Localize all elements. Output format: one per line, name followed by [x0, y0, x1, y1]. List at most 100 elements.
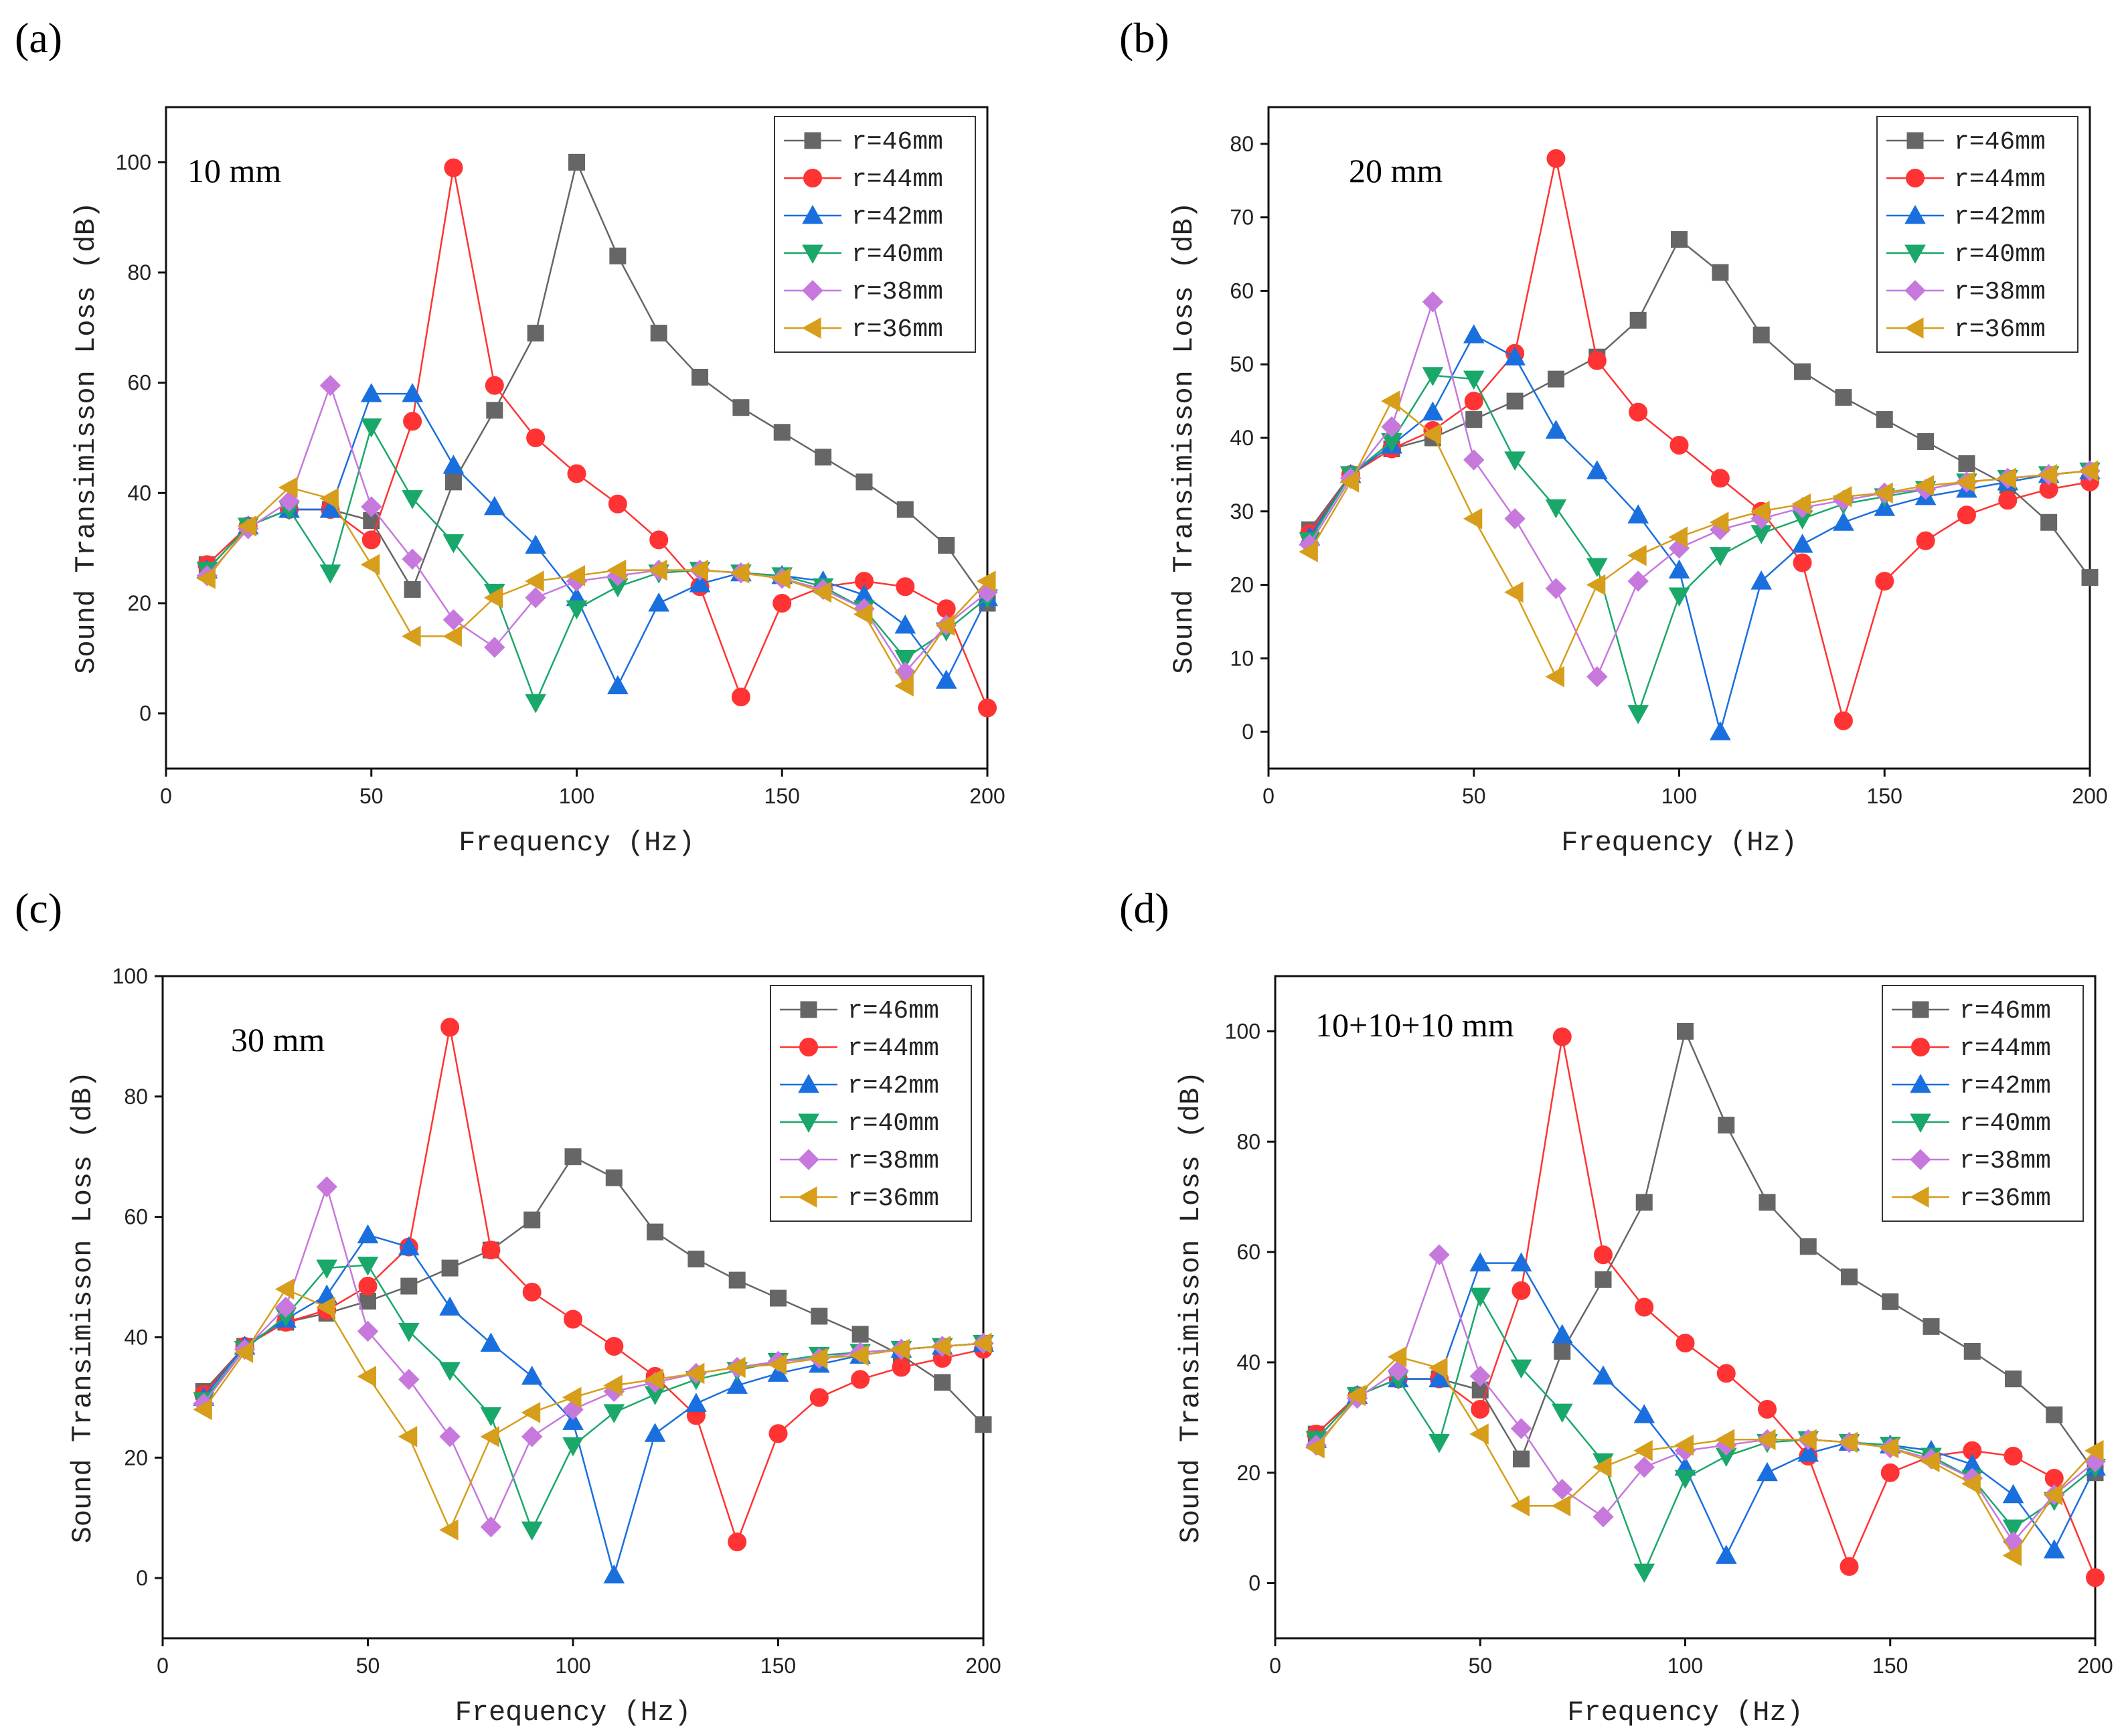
- legend-marker: [1909, 1186, 1929, 1208]
- legend-marker: [799, 1038, 818, 1056]
- legend-marker: [1904, 317, 1924, 339]
- data-point: [568, 153, 585, 171]
- data-point: [525, 587, 546, 609]
- panel-label: (c): [15, 884, 62, 932]
- data-point: [1586, 666, 1608, 688]
- data-point: [1627, 570, 1649, 592]
- data-point: [1633, 1456, 1655, 1478]
- data-point: [567, 464, 586, 483]
- data-point: [2043, 1484, 2063, 1506]
- data-point: [934, 1374, 951, 1391]
- data-point: [1914, 475, 1935, 497]
- legend-label: r=42mm: [1959, 1072, 2051, 1101]
- series-r=38mm: [193, 1176, 994, 1538]
- data-point: [1586, 460, 1608, 479]
- data-point: [1552, 1478, 1573, 1500]
- data-point: [521, 1401, 541, 1423]
- y-tick-label: 100: [116, 150, 151, 174]
- series-line: [1309, 333, 2091, 736]
- data-point: [319, 487, 339, 509]
- data-point: [521, 1521, 543, 1541]
- data-point: [486, 402, 503, 419]
- data-point: [1955, 471, 1975, 493]
- data-point: [316, 1176, 337, 1198]
- data-point: [691, 368, 709, 386]
- data-point: [1545, 578, 1567, 599]
- data-point: [2040, 514, 2058, 531]
- data-point: [1759, 1194, 1776, 1211]
- data-point: [1551, 1403, 1573, 1423]
- data-point: [1463, 449, 1485, 471]
- legend-label: r=46mm: [1959, 997, 2051, 1026]
- data-point: [894, 614, 916, 634]
- data-point: [606, 559, 627, 581]
- data-point: [1709, 511, 1729, 534]
- data-point: [1554, 1342, 1571, 1360]
- legend-label: r=36mm: [1954, 315, 2046, 344]
- data-point: [1627, 504, 1649, 524]
- data-point: [444, 158, 463, 177]
- data-point: [1586, 558, 1608, 578]
- data-point: [562, 1437, 584, 1457]
- x-tick-label: 150: [760, 1654, 796, 1678]
- data-point: [319, 564, 341, 584]
- data-point: [1998, 491, 2018, 510]
- legend-marker: [1911, 1038, 1930, 1056]
- data-point: [2043, 1539, 2065, 1559]
- y-tick-label: 40: [127, 481, 151, 505]
- data-point: [1629, 402, 1648, 422]
- legend-marker: [801, 317, 821, 339]
- data-point: [689, 559, 709, 581]
- series-line: [203, 1234, 984, 1579]
- data-point: [603, 1564, 625, 1584]
- data-point: [1676, 1334, 1695, 1353]
- data-point: [1880, 1463, 1900, 1482]
- data-point: [773, 424, 791, 441]
- y-tick-label: 50: [1230, 352, 1254, 376]
- data-point: [1551, 1324, 1573, 1344]
- data-point: [1958, 455, 1975, 472]
- data-point: [522, 1283, 542, 1302]
- data-point: [1552, 1027, 1572, 1046]
- data-point: [603, 1374, 623, 1397]
- chart-panel-d: (d) 0 50 100 150 200 0 20 40 60 80 100 Frequency (Hz…: [1119, 884, 2113, 1729]
- data-point: [1668, 587, 1690, 607]
- data-point: [1504, 581, 1524, 603]
- data-point: [1841, 1268, 1858, 1285]
- series-line: [1315, 1252, 2096, 1543]
- legend-marker: [1906, 169, 1925, 187]
- data-point: [1545, 419, 1567, 439]
- data-point: [234, 1342, 254, 1363]
- data-point: [1339, 471, 1360, 493]
- data-point: [562, 1387, 582, 1409]
- y-axis-title: Sound Transimisson Loss (dB): [70, 202, 102, 674]
- data-point: [1997, 467, 2016, 489]
- data-point: [527, 325, 544, 342]
- data-point: [1469, 1252, 1491, 1272]
- data-point: [647, 1223, 664, 1241]
- data-point: [525, 694, 546, 714]
- data-point: [521, 1426, 543, 1447]
- data-point: [1957, 505, 1976, 525]
- data-point: [237, 515, 257, 537]
- panel-label: (d): [1119, 884, 1169, 932]
- legend-label: r=40mm: [1954, 240, 2046, 269]
- data-point: [648, 559, 667, 581]
- legend-box: [1882, 985, 2084, 1222]
- legend-marker: [1904, 244, 1926, 264]
- panel-annotation: 20 mm: [1349, 152, 1443, 189]
- legend-marker: [804, 132, 821, 149]
- data-point: [1710, 547, 1731, 566]
- y-tick-label: 20: [124, 1445, 148, 1470]
- data-point: [1469, 1423, 1489, 1445]
- x-tick-label: 50: [1462, 784, 1486, 808]
- data-point: [1635, 1297, 1654, 1317]
- series-r=40mm: [1305, 1287, 2106, 1583]
- data-point: [1838, 1431, 1858, 1453]
- data-point: [2004, 1447, 2023, 1466]
- data-point: [1669, 435, 1689, 455]
- legend-marker: [1910, 1149, 1931, 1170]
- data-point: [1840, 1557, 1859, 1576]
- data-point: [811, 1308, 828, 1325]
